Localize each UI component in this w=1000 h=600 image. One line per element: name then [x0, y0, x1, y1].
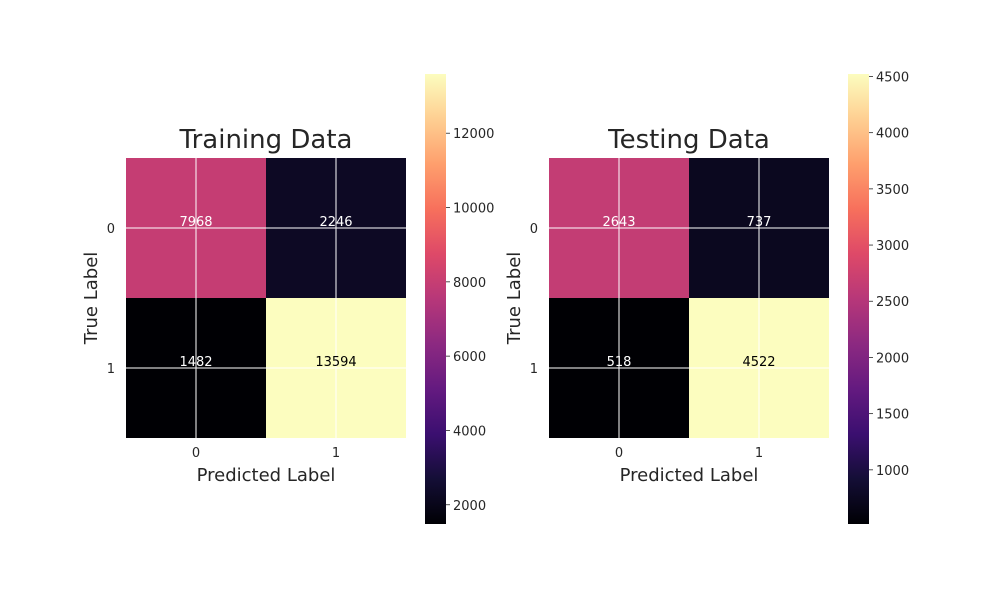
colorbar-tick-label: 12000 [453, 127, 494, 142]
x-tick-label: 1 [755, 446, 763, 461]
chart-title: Training Data [179, 125, 353, 155]
y-tick-label: 0 [107, 222, 115, 237]
colorbar-tick-label: 2500 [876, 295, 909, 310]
colorbar-tick-label: 4500 [876, 70, 909, 85]
x-axis-label: Predicted Label [620, 465, 759, 486]
colorbar-ticks: 2000 4000 6000 8000 10000 12000 [446, 127, 494, 514]
y-tick-labels: 01 [107, 222, 115, 377]
colorbar-tick-label: 1000 [876, 464, 909, 479]
colorbar-tick-label: 4000 [876, 127, 909, 142]
colorbar [425, 74, 446, 524]
x-tick-label: 0 [192, 446, 200, 461]
cell-value-0-0: 2643 [602, 215, 635, 230]
colorbar-tick-label: 3500 [876, 183, 909, 198]
cell-value-0-0: 7968 [179, 215, 212, 230]
cell-value-1-0: 1482 [179, 355, 212, 370]
colorbar-ticks: 1000 1500 2000 2500 3000 3500 4000 4500 [869, 70, 909, 479]
y-axis-label: True Label [504, 252, 525, 346]
grid-lines [126, 158, 406, 438]
colorbar-tick-label: 10000 [453, 202, 494, 217]
colorbar-tick-label: 3000 [876, 239, 909, 254]
cell-labels: 2643 737 518 4522 [602, 215, 775, 370]
colorbar-tick-label: 8000 [453, 276, 486, 291]
cell-value-1-1: 13594 [315, 355, 356, 370]
x-axis-label: Predicted Label [197, 465, 336, 486]
colorbar-tick-label: 4000 [453, 424, 486, 439]
grid-lines [549, 158, 829, 438]
colorbar [848, 74, 869, 524]
chart-title: Testing Data [607, 125, 770, 155]
x-tick-label: 1 [332, 446, 340, 461]
y-tick-labels: 01 [530, 222, 538, 377]
cell-value-1-1: 4522 [742, 355, 775, 370]
y-tick-label: 1 [530, 362, 538, 377]
heatmap-cells [549, 158, 829, 438]
cell-value-0-1: 737 [747, 215, 772, 230]
x-tick-label: 0 [615, 446, 623, 461]
y-tick-label: 1 [107, 362, 115, 377]
colorbar-tick-label: 2000 [876, 351, 909, 366]
cell-value-1-0: 518 [607, 355, 632, 370]
cell-labels: 7968 2246 1482 13594 [179, 215, 356, 370]
colorbar-tick-label: 2000 [453, 499, 486, 514]
y-axis-label: True Label [81, 252, 102, 346]
y-tick-label: 0 [530, 222, 538, 237]
cell-value-0-1: 2246 [319, 215, 352, 230]
heatmap-cells [126, 158, 406, 438]
colorbar-tick-label: 1500 [876, 408, 909, 423]
colorbar-tick-label: 6000 [453, 350, 486, 365]
